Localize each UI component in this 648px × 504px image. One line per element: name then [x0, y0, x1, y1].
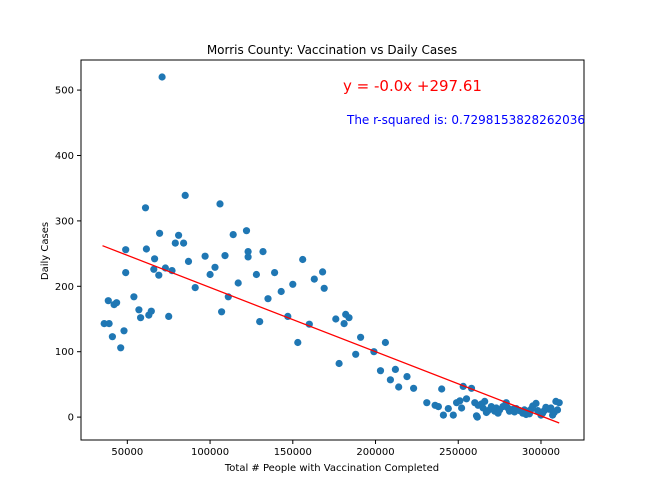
data-point	[410, 384, 418, 392]
data-point	[458, 404, 466, 412]
data-point	[252, 270, 260, 279]
data-point	[135, 306, 143, 314]
data-point	[201, 252, 209, 260]
y-tick-label: 400	[55, 151, 74, 162]
y-tick-label: 100	[55, 347, 74, 358]
data-point	[147, 307, 155, 315]
data-point	[357, 333, 365, 341]
data-point	[345, 314, 353, 322]
data-point	[180, 239, 188, 247]
data-point	[395, 383, 403, 391]
data-point	[473, 413, 481, 421]
data-point	[120, 327, 128, 335]
data-point	[151, 255, 159, 263]
data-point	[137, 314, 145, 322]
data-point	[244, 253, 252, 261]
data-point	[481, 397, 489, 405]
data-point	[244, 248, 252, 256]
data-point	[462, 395, 471, 403]
data-point	[391, 365, 399, 373]
data-point	[155, 271, 163, 279]
data-point	[352, 350, 360, 358]
data-point	[264, 295, 272, 303]
data-point	[299, 255, 307, 264]
data-point	[216, 200, 224, 208]
x-tick-label: 250000	[439, 447, 477, 458]
data-point	[158, 73, 166, 81]
y-axis-label: Daily Cases	[40, 222, 51, 280]
data-point	[130, 293, 138, 301]
data-point	[335, 359, 343, 368]
data-point	[105, 320, 113, 328]
data-point	[113, 299, 121, 307]
data-point	[171, 239, 179, 247]
data-point	[376, 367, 385, 375]
x-tick-label: 100000	[191, 447, 229, 458]
data-point	[206, 270, 214, 279]
data-point	[449, 411, 457, 419]
data-point	[289, 280, 297, 288]
data-point	[444, 405, 452, 413]
data-point	[122, 269, 130, 277]
x-tick-label: 300000	[522, 447, 560, 458]
data-point	[381, 338, 389, 347]
data-point	[532, 399, 540, 407]
data-point	[332, 315, 340, 323]
data-point	[553, 406, 562, 414]
data-point	[175, 231, 183, 239]
data-point	[271, 269, 279, 277]
axes-frame	[80, 59, 585, 441]
regression-line	[102, 245, 560, 424]
data-point	[555, 399, 563, 407]
axis-ticks: 50000 100000 150000 200000 250000 300000 0 100 2…	[55, 86, 560, 458]
data-point	[294, 338, 302, 347]
y-tick-label: 300	[55, 216, 74, 227]
data-point	[403, 373, 411, 381]
data-point	[340, 320, 348, 328]
data-point	[438, 385, 446, 393]
x-tick-label: 150000	[274, 447, 312, 458]
data-point	[218, 308, 226, 316]
data-point	[259, 248, 267, 256]
r-squared-annotation: The r-squared is: 0.7298153828262036	[346, 113, 585, 127]
data-point	[242, 227, 251, 235]
regression-equation: y = -0.0x +297.61	[343, 77, 482, 95]
data-point	[277, 287, 285, 296]
data-point	[434, 403, 442, 411]
data-point	[319, 268, 327, 276]
y-tick-label: 200	[55, 282, 74, 293]
data-point	[456, 397, 464, 405]
data-point	[184, 257, 193, 265]
y-tick-label: 500	[55, 86, 74, 97]
data-point	[108, 333, 116, 341]
x-axis-label: Total # People with Vaccination Complete…	[224, 463, 439, 474]
x-tick-label: 50000	[111, 447, 143, 458]
data-point	[256, 318, 264, 326]
data-point	[211, 263, 219, 271]
data-point	[104, 297, 112, 305]
plot-area	[100, 73, 563, 424]
data-point	[191, 284, 199, 292]
data-point	[156, 229, 164, 237]
data-point	[117, 344, 125, 352]
chart-title: Morris County: Vaccination vs Daily Case…	[207, 43, 457, 57]
data-point	[310, 275, 318, 283]
x-tick-label: 200000	[356, 447, 394, 458]
data-point	[229, 231, 237, 239]
data-point	[181, 191, 189, 199]
data-point	[141, 204, 150, 212]
data-point	[142, 245, 150, 253]
data-point	[439, 411, 447, 419]
data-point	[320, 284, 328, 292]
data-point	[386, 376, 394, 384]
data-point	[165, 312, 173, 320]
y-tick-label: 0	[68, 413, 74, 424]
data-point	[150, 265, 158, 273]
data-point	[122, 246, 130, 254]
data-point	[423, 399, 431, 407]
data-point	[234, 279, 242, 287]
data-point	[221, 252, 229, 260]
